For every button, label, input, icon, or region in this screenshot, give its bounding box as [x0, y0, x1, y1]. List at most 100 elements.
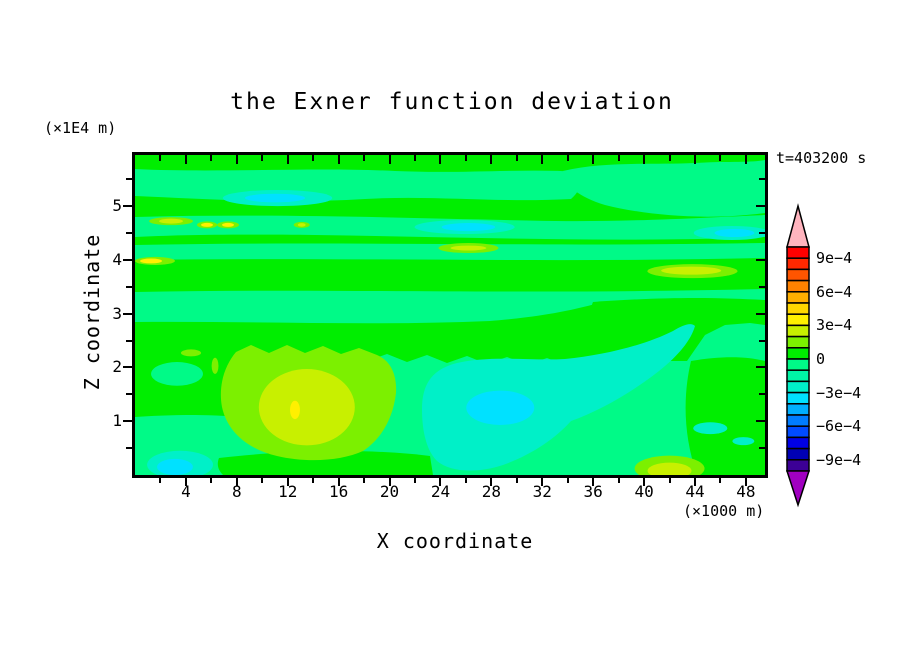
x-minor-tick-top — [159, 155, 162, 161]
x-minor-tick-bottom — [261, 478, 264, 483]
colorbar-level-label: 3e−4 — [816, 316, 853, 335]
z-major-tick-right — [756, 420, 765, 423]
z-major-tick-right — [756, 366, 765, 369]
x-minor-tick-bottom — [515, 478, 518, 483]
x-major-tick-top — [235, 155, 238, 164]
z-minor-tick-right — [759, 231, 765, 234]
z-major-tick-right — [756, 312, 765, 315]
z-minor-tick-right — [759, 447, 765, 450]
x-minor-tick-top — [464, 155, 467, 161]
x-minor-tick-bottom — [210, 478, 213, 483]
x-minor-tick-bottom — [414, 478, 416, 483]
colorbar-cell — [786, 335, 810, 349]
x-minor-tick-top — [261, 155, 264, 161]
x-tick-label: 28 — [481, 482, 501, 501]
x-minor-tick-top — [719, 155, 722, 161]
x-major-tick-bottom — [388, 478, 391, 486]
x-minor-tick-bottom — [566, 478, 569, 483]
x-major-tick-top — [643, 155, 646, 164]
colorbar-cell — [786, 302, 810, 315]
x-major-tick-top — [592, 155, 595, 164]
x-tick-label: 40 — [634, 482, 654, 501]
x-minor-tick-top — [515, 155, 518, 161]
x-minor-tick-top — [617, 155, 620, 161]
colorbar-cell — [786, 324, 810, 338]
z-minor-tick-right — [759, 393, 765, 396]
contour-plot-area — [132, 152, 768, 478]
x-minor-tick-bottom — [312, 478, 315, 483]
cyan-streak-z4.6-core — [441, 223, 496, 232]
colorbar-over-arrow — [786, 203, 810, 248]
turquoise-dash-z0.85 — [693, 422, 728, 435]
x-major-tick-bottom — [643, 478, 646, 486]
x-minor-tick-top — [312, 155, 315, 161]
x-major-tick-bottom — [184, 478, 187, 486]
neg-band-top-left — [135, 169, 582, 202]
colorbar-level-label: 0 — [816, 350, 826, 368]
x-tick-label: 44 — [685, 482, 705, 501]
colorbar-level-label: 9e−4 — [816, 249, 853, 268]
z-major-tick-left — [123, 205, 132, 208]
x-major-tick-top — [541, 155, 544, 164]
x-tick-label: 16 — [328, 482, 349, 501]
x-minor-tick-top — [210, 155, 213, 161]
x-major-tick-bottom — [337, 478, 340, 486]
colorbar-cell — [786, 347, 810, 360]
x-major-tick-top — [337, 155, 340, 164]
x-major-tick-top — [388, 155, 391, 164]
z-tick-label: 2 — [112, 357, 122, 377]
colorbar-cell — [786, 425, 810, 439]
z-tick-label: 1 — [112, 411, 122, 431]
z-axis-unit-label: (×1E4 m) — [44, 119, 117, 137]
z-major-tick-left — [123, 366, 132, 369]
x-tick-label: 48 — [736, 482, 756, 501]
x-major-tick-top — [694, 155, 696, 164]
x-minor-tick-bottom — [719, 478, 722, 483]
x-minor-tick-bottom — [464, 478, 467, 483]
yellow-peak-lower-left — [290, 400, 300, 420]
x-major-tick-bottom — [744, 478, 747, 486]
yg-dash-z2.0-vertical — [211, 357, 219, 374]
z-minor-tick-left — [126, 178, 132, 181]
z-minor-tick-right — [759, 339, 765, 342]
colorbar-cell — [786, 257, 810, 271]
z-minor-tick-left — [126, 393, 132, 396]
x-major-tick-bottom — [694, 478, 696, 486]
yg-streak-z4.2-mid-core — [450, 245, 487, 251]
z-major-tick-left — [123, 258, 132, 261]
x-minor-tick-top — [414, 155, 416, 161]
colorbar-level-label: 6e−4 — [816, 282, 853, 301]
cyan-blob-bottom-left-core — [157, 458, 193, 475]
z-major-tick-right — [756, 258, 765, 261]
z-tick-label: 4 — [112, 249, 122, 269]
spring-hole-left — [151, 362, 203, 386]
chart-title: the Exner function deviation — [230, 89, 674, 115]
x-minor-tick-top — [566, 155, 569, 161]
x-major-tick-bottom — [439, 478, 442, 486]
colorbar-cell — [786, 459, 810, 472]
neg-blob-top-right — [563, 160, 765, 217]
colorbar — [785, 203, 811, 508]
x-major-tick-top — [490, 155, 493, 164]
colorbar-cell — [786, 313, 810, 327]
z-minor-tick-left — [126, 231, 132, 234]
z-major-tick-right — [756, 205, 765, 208]
z-minor-tick-right — [759, 178, 765, 181]
z-minor-tick-left — [126, 447, 132, 450]
colorbar-cell — [786, 391, 810, 405]
contour-field — [135, 155, 765, 475]
yellow-dash-z4.65-b-core — [222, 222, 235, 227]
colorbar-level-label: −3e−4 — [816, 383, 862, 402]
colorbar-cell — [786, 414, 810, 427]
pos-region-right — [685, 357, 765, 475]
colorbar-level-label: −9e−4 — [816, 450, 862, 469]
time-annotation: t=403200 s — [776, 149, 867, 167]
colorbar-cell — [786, 380, 810, 394]
colorbar-cell — [786, 403, 810, 416]
z-major-tick-left — [123, 312, 132, 315]
x-major-tick-top — [439, 155, 442, 164]
colorbar-cell — [786, 268, 810, 282]
x-major-tick-top — [744, 155, 747, 164]
x-major-tick-bottom — [490, 478, 493, 486]
